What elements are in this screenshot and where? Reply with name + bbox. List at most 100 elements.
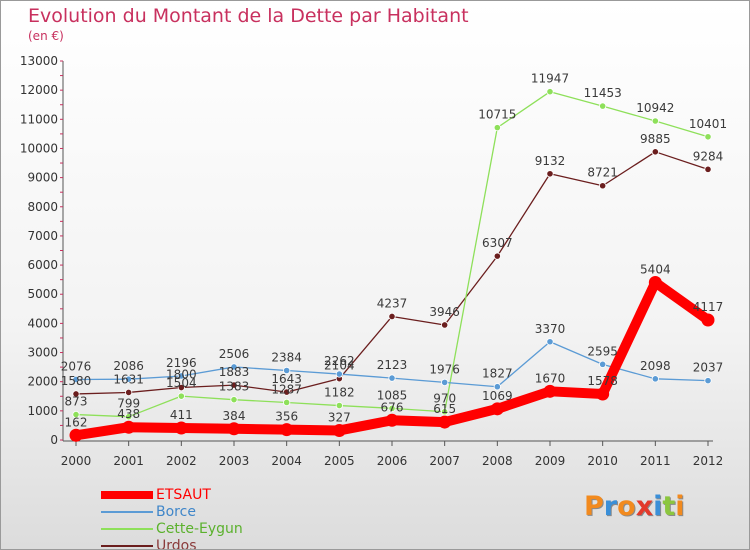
data-label: 3946 xyxy=(429,305,460,319)
x-tick-label: 2010 xyxy=(587,454,618,468)
data-label: 2506 xyxy=(219,347,250,361)
data-label: 2262 xyxy=(324,354,355,368)
data-label: 3370 xyxy=(535,322,566,336)
y-tick-label: 6000 xyxy=(27,258,58,272)
data-label: 1578 xyxy=(587,374,618,388)
data-point xyxy=(388,404,396,412)
data-label: 6307 xyxy=(482,236,513,250)
data-point xyxy=(385,413,399,427)
data-point xyxy=(280,423,294,437)
data-label: 2196 xyxy=(166,356,197,370)
data-point xyxy=(174,421,188,435)
data-point xyxy=(177,392,185,400)
data-point xyxy=(177,383,185,392)
proxiti-logo: Proxiti xyxy=(584,491,685,522)
data-point xyxy=(227,422,241,436)
data-point xyxy=(230,363,238,371)
legend-label: Urdos xyxy=(156,538,197,550)
y-tick-label: 7000 xyxy=(27,229,58,243)
y-tick-label: 10000 xyxy=(20,141,58,155)
data-label: 356 xyxy=(275,410,298,424)
x-tick-label: 2009 xyxy=(535,454,566,468)
chart-subtitle: (en €) xyxy=(28,29,64,43)
data-point xyxy=(69,428,83,442)
data-label: 2098 xyxy=(640,359,671,373)
legend-swatch xyxy=(101,491,153,499)
data-point xyxy=(441,378,449,386)
x-tick-label: 2008 xyxy=(482,454,513,468)
data-point xyxy=(283,398,291,407)
data-point xyxy=(599,182,607,190)
data-label: 162 xyxy=(65,415,88,429)
data-point xyxy=(599,102,607,110)
data-point xyxy=(599,360,607,368)
y-tick-label: 5000 xyxy=(27,287,58,301)
y-tick-label: 12000 xyxy=(20,83,58,97)
legend-swatch xyxy=(101,511,153,513)
y-tick-label: 2000 xyxy=(27,375,58,389)
x-tick-label: 2006 xyxy=(377,454,408,468)
data-label: 1504 xyxy=(166,376,197,390)
data-label: 5404 xyxy=(640,262,671,276)
data-point xyxy=(177,372,185,380)
x-tick-label: 2000 xyxy=(61,454,92,468)
x-tick-label: 2007 xyxy=(429,454,460,468)
legend-label: Borce xyxy=(156,504,196,520)
data-label: 2037 xyxy=(693,361,724,375)
y-tick-label: 3000 xyxy=(27,346,58,360)
x-tick-label: 2001 xyxy=(113,454,144,468)
legend-label: ETSAUT xyxy=(156,487,211,503)
data-point xyxy=(283,388,291,396)
data-label: 11453 xyxy=(584,86,622,100)
x-tick-label: 2002 xyxy=(166,454,197,468)
data-label: 1643 xyxy=(271,372,302,386)
data-point xyxy=(438,415,452,429)
data-label: 1800 xyxy=(166,368,197,382)
data-label: 9132 xyxy=(535,154,566,168)
data-point xyxy=(332,423,346,437)
data-point xyxy=(72,375,80,384)
y-tick-label: 11000 xyxy=(20,112,58,126)
data-label: 1580 xyxy=(61,374,92,388)
data-label: 1631 xyxy=(113,372,144,386)
data-point xyxy=(493,252,501,260)
data-point xyxy=(493,124,501,132)
data-label: 676 xyxy=(381,400,404,414)
x-tick-label: 2011 xyxy=(640,454,671,468)
data-point xyxy=(125,388,133,397)
data-label: 2384 xyxy=(271,350,302,364)
data-point xyxy=(546,338,554,346)
data-label: 9885 xyxy=(640,132,671,146)
legend-swatch xyxy=(101,528,153,530)
y-tick-label: 0 xyxy=(50,433,58,447)
data-label: 1383 xyxy=(219,380,250,394)
data-point xyxy=(72,390,80,398)
data-point xyxy=(125,375,133,383)
data-point xyxy=(335,401,343,410)
y-tick-label: 4000 xyxy=(27,316,58,330)
legend-item-urdos: Urdos xyxy=(101,538,321,550)
data-label: 10942 xyxy=(636,101,674,115)
data-point xyxy=(704,165,712,173)
legend-swatch xyxy=(101,545,153,547)
legend-item-borce: Borce xyxy=(101,504,321,521)
data-label: 1670 xyxy=(535,371,566,385)
data-point xyxy=(493,383,501,391)
data-point xyxy=(283,366,291,375)
data-label: 970 xyxy=(433,392,456,406)
data-label: 2076 xyxy=(61,359,92,373)
data-point xyxy=(72,410,80,419)
x-tick-label: 2003 xyxy=(219,454,250,468)
y-tick-label: 1000 xyxy=(27,404,58,418)
data-label: 384 xyxy=(223,409,246,423)
data-point xyxy=(441,408,449,416)
data-point xyxy=(388,374,396,382)
data-label: 327 xyxy=(328,410,351,424)
data-point xyxy=(651,148,659,156)
y-tick-label: 13000 xyxy=(20,54,58,68)
data-point xyxy=(701,313,715,327)
data-label: 2086 xyxy=(113,359,144,373)
x-tick-label: 2012 xyxy=(693,454,724,468)
x-tick-label: 2004 xyxy=(271,454,302,468)
